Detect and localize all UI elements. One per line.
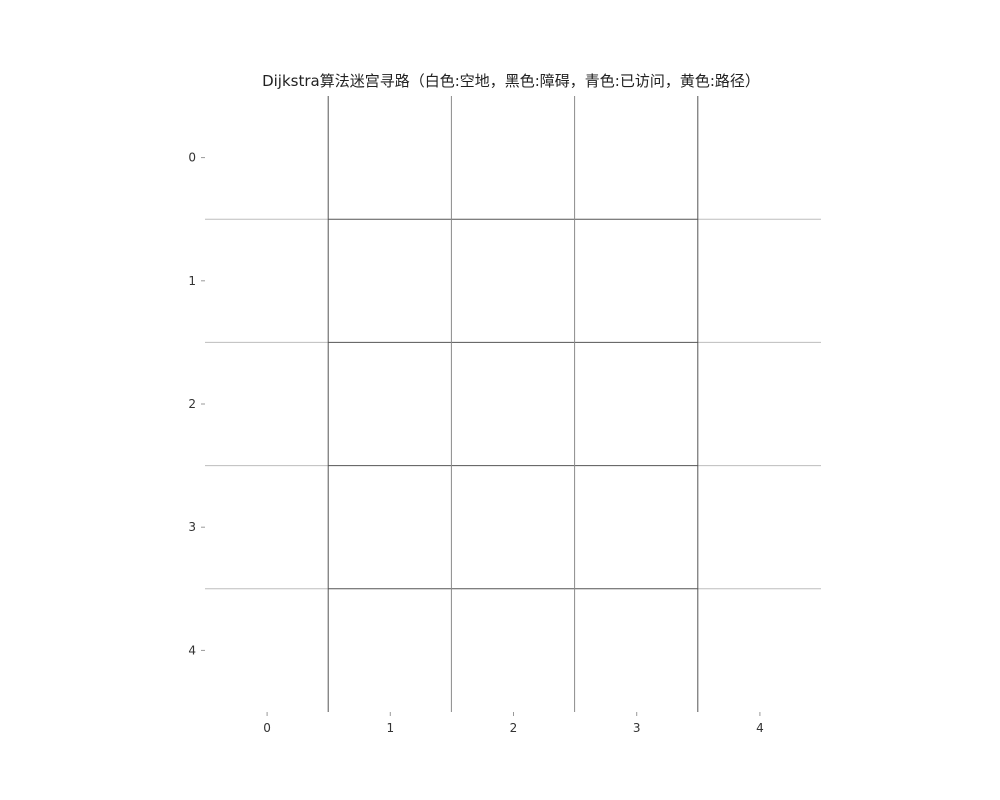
maze-cell-r1-c3 (574, 219, 698, 343)
maze-cell-r2-c3 (574, 342, 698, 466)
y-tick-label-3: 3 (188, 520, 196, 534)
maze-cell-r0-c4 (697, 96, 821, 220)
maze-cell-r0-c0 (205, 96, 329, 220)
maze-cell-r4-c2 (451, 588, 575, 712)
x-tick-label-0: 0 (263, 721, 271, 735)
maze-cell-r4-c4 (697, 588, 821, 712)
maze-cell-r1-c2 (451, 219, 575, 343)
x-tick-label-2: 2 (510, 721, 518, 735)
maze-cell-r3-c1 (328, 465, 452, 589)
x-tick-label-3: 3 (633, 721, 641, 735)
maze-cell-r3-c3 (574, 465, 698, 589)
maze-cell-r1-c0 (205, 219, 329, 343)
x-tick-label-1: 1 (386, 721, 394, 735)
y-axis-ticks: 0 1 2 3 4 (188, 151, 205, 657)
maze-cells (205, 96, 821, 712)
chart-title: Dijkstra算法迷宫寻路（白色:空地，黑色:障碍，青色:已访问，黄色:路径） (262, 72, 760, 90)
maze-cell-r4-c1 (328, 588, 452, 712)
maze-cell-r4-c0 (205, 588, 329, 712)
maze-cell-r1-c1 (328, 219, 452, 343)
maze-cell-r2-c2 (451, 342, 575, 466)
y-tick-label-4: 4 (188, 643, 196, 657)
maze-cell-r2-c1 (328, 342, 452, 466)
maze-cell-r4-c3 (574, 588, 698, 712)
y-tick-label-0: 0 (188, 151, 196, 165)
x-tick-label-4: 4 (756, 721, 764, 735)
maze-cell-r3-c4 (697, 465, 821, 589)
y-tick-label-2: 2 (188, 397, 196, 411)
maze-grid-lines (205, 96, 821, 712)
maze-cell-r2-c4 (697, 342, 821, 466)
maze-cell-r0-c1 (328, 96, 452, 220)
x-axis-ticks: 0 1 2 3 4 (263, 712, 764, 735)
maze-cell-r1-c4 (697, 219, 821, 343)
maze-cell-r3-c2 (451, 465, 575, 589)
maze-cell-r0-c3 (574, 96, 698, 220)
y-tick-label-1: 1 (188, 274, 196, 288)
maze-cell-r2-c0 (205, 342, 329, 466)
maze-cell-r3-c0 (205, 465, 329, 589)
maze-cell-r0-c2 (451, 96, 575, 220)
